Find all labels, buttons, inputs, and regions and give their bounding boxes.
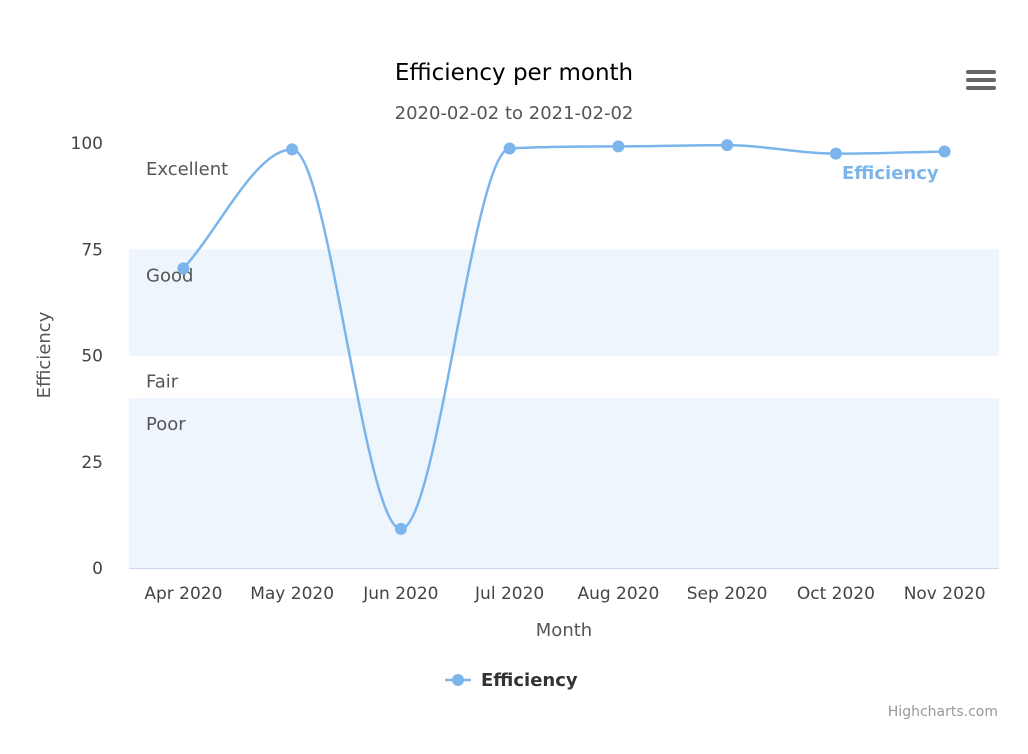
plot-band-fair: [129, 355, 999, 398]
plot-band-good: [129, 249, 999, 356]
data-point-apr-2020[interactable]: [177, 262, 190, 275]
x-axis-title: Month: [536, 620, 592, 641]
y-tick-label: 75: [81, 240, 103, 260]
menu-icon[interactable]: [960, 62, 1004, 102]
y-tick-label: 25: [81, 453, 103, 473]
data-point-jun-2020[interactable]: [394, 522, 407, 535]
data-point-may-2020[interactable]: [286, 143, 299, 156]
y-axis-title: Efficiency: [34, 311, 55, 398]
plot-band-label-fair: Fair: [146, 372, 179, 393]
x-tick-label: Jul 2020: [474, 584, 544, 604]
x-tick-label: Sep 2020: [687, 584, 768, 604]
x-tick-label: May 2020: [250, 584, 334, 604]
plot-band-excellent: [129, 143, 999, 250]
y-tick-label: 0: [92, 559, 103, 579]
y-axis-ticks: 0 25 50 75 100: [71, 134, 103, 579]
plot-bands: [129, 143, 999, 568]
legend-marker: [452, 674, 464, 686]
data-point-aug-2020[interactable]: [612, 140, 625, 153]
credits-link[interactable]: Highcharts.com: [888, 704, 998, 720]
x-tick-label: Apr 2020: [144, 584, 222, 604]
plot-band-label-poor: Poor: [146, 414, 186, 435]
legend-label: Efficiency: [481, 670, 578, 691]
chart-subtitle: 2020-02-02 to 2021-02-02: [395, 103, 634, 124]
y-tick-label: 50: [81, 347, 103, 367]
x-axis-ticks: Apr 2020 May 2020 Jun 2020 Jul 2020 Aug 2020…: [144, 584, 985, 604]
x-tick-label: Aug 2020: [577, 584, 659, 604]
data-point-jul-2020[interactable]: [503, 142, 516, 155]
x-tick-label: Jun 2020: [362, 584, 438, 604]
data-point-oct-2020[interactable]: [829, 147, 842, 160]
series-label-efficiency: Efficiency: [842, 163, 939, 184]
chart-title: Efficiency per month: [395, 60, 633, 86]
series-line-efficiency: [182, 143, 945, 531]
data-point-nov-2020[interactable]: [938, 145, 951, 158]
x-tick-label: Oct 2020: [797, 584, 875, 604]
plot-band-label-excellent: Excellent: [146, 159, 228, 180]
legend-item-efficiency[interactable]: Efficiency: [445, 670, 578, 691]
x-tick-label: Nov 2020: [904, 584, 986, 604]
series-points: [177, 139, 951, 535]
data-point-sep-2020[interactable]: [721, 139, 734, 152]
plot-band-poor: [129, 398, 999, 568]
y-tick-label: 100: [71, 134, 103, 154]
